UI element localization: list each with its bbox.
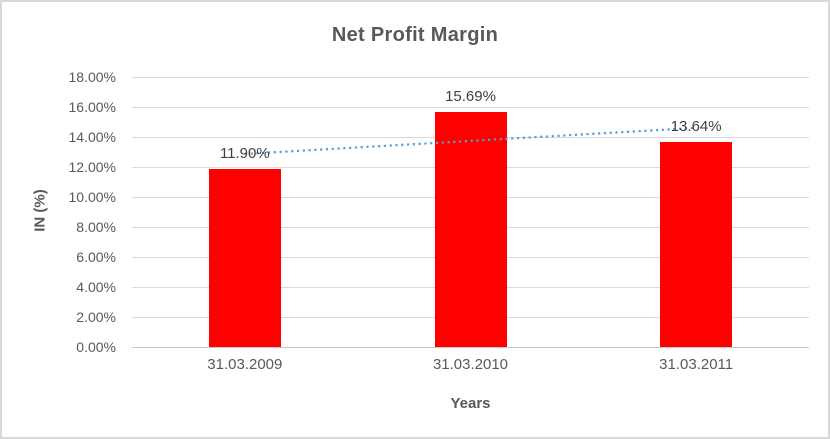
y-tick-label: 18.00% xyxy=(68,69,116,85)
bar-data-label: 11.90% xyxy=(219,144,270,162)
bar-data-label: 13.64% xyxy=(670,118,722,136)
x-tick-label: 31.03.2009 xyxy=(207,356,283,373)
y-tick-label: 16.00% xyxy=(68,99,116,115)
y-tick-label: 10.00% xyxy=(68,189,116,205)
y-tick-label: 14.00% xyxy=(68,129,116,145)
y-tick-label: 2.00% xyxy=(76,309,116,325)
y-tick-label: 0.00% xyxy=(76,339,116,355)
x-tick-label: 31.03.2011 xyxy=(659,356,734,373)
x-axis-title: Years xyxy=(450,395,491,412)
x-tick-label: 31.03.2010 xyxy=(432,356,509,373)
gridline xyxy=(132,77,809,78)
chart-title: Net Profit Margin xyxy=(331,24,499,46)
bar xyxy=(434,111,507,347)
gridline xyxy=(132,107,809,108)
x-axis-line xyxy=(132,347,809,348)
y-tick-label: 8.00% xyxy=(76,219,116,235)
y-tick-label: 6.00% xyxy=(76,249,116,265)
bar xyxy=(208,168,281,347)
y-tick-label: 12.00% xyxy=(68,159,116,175)
bar xyxy=(660,142,733,347)
y-axis-title: IN (%) xyxy=(31,189,49,232)
bar-data-label: 15.69% xyxy=(445,87,496,105)
y-tick-label: 4.00% xyxy=(76,279,116,295)
